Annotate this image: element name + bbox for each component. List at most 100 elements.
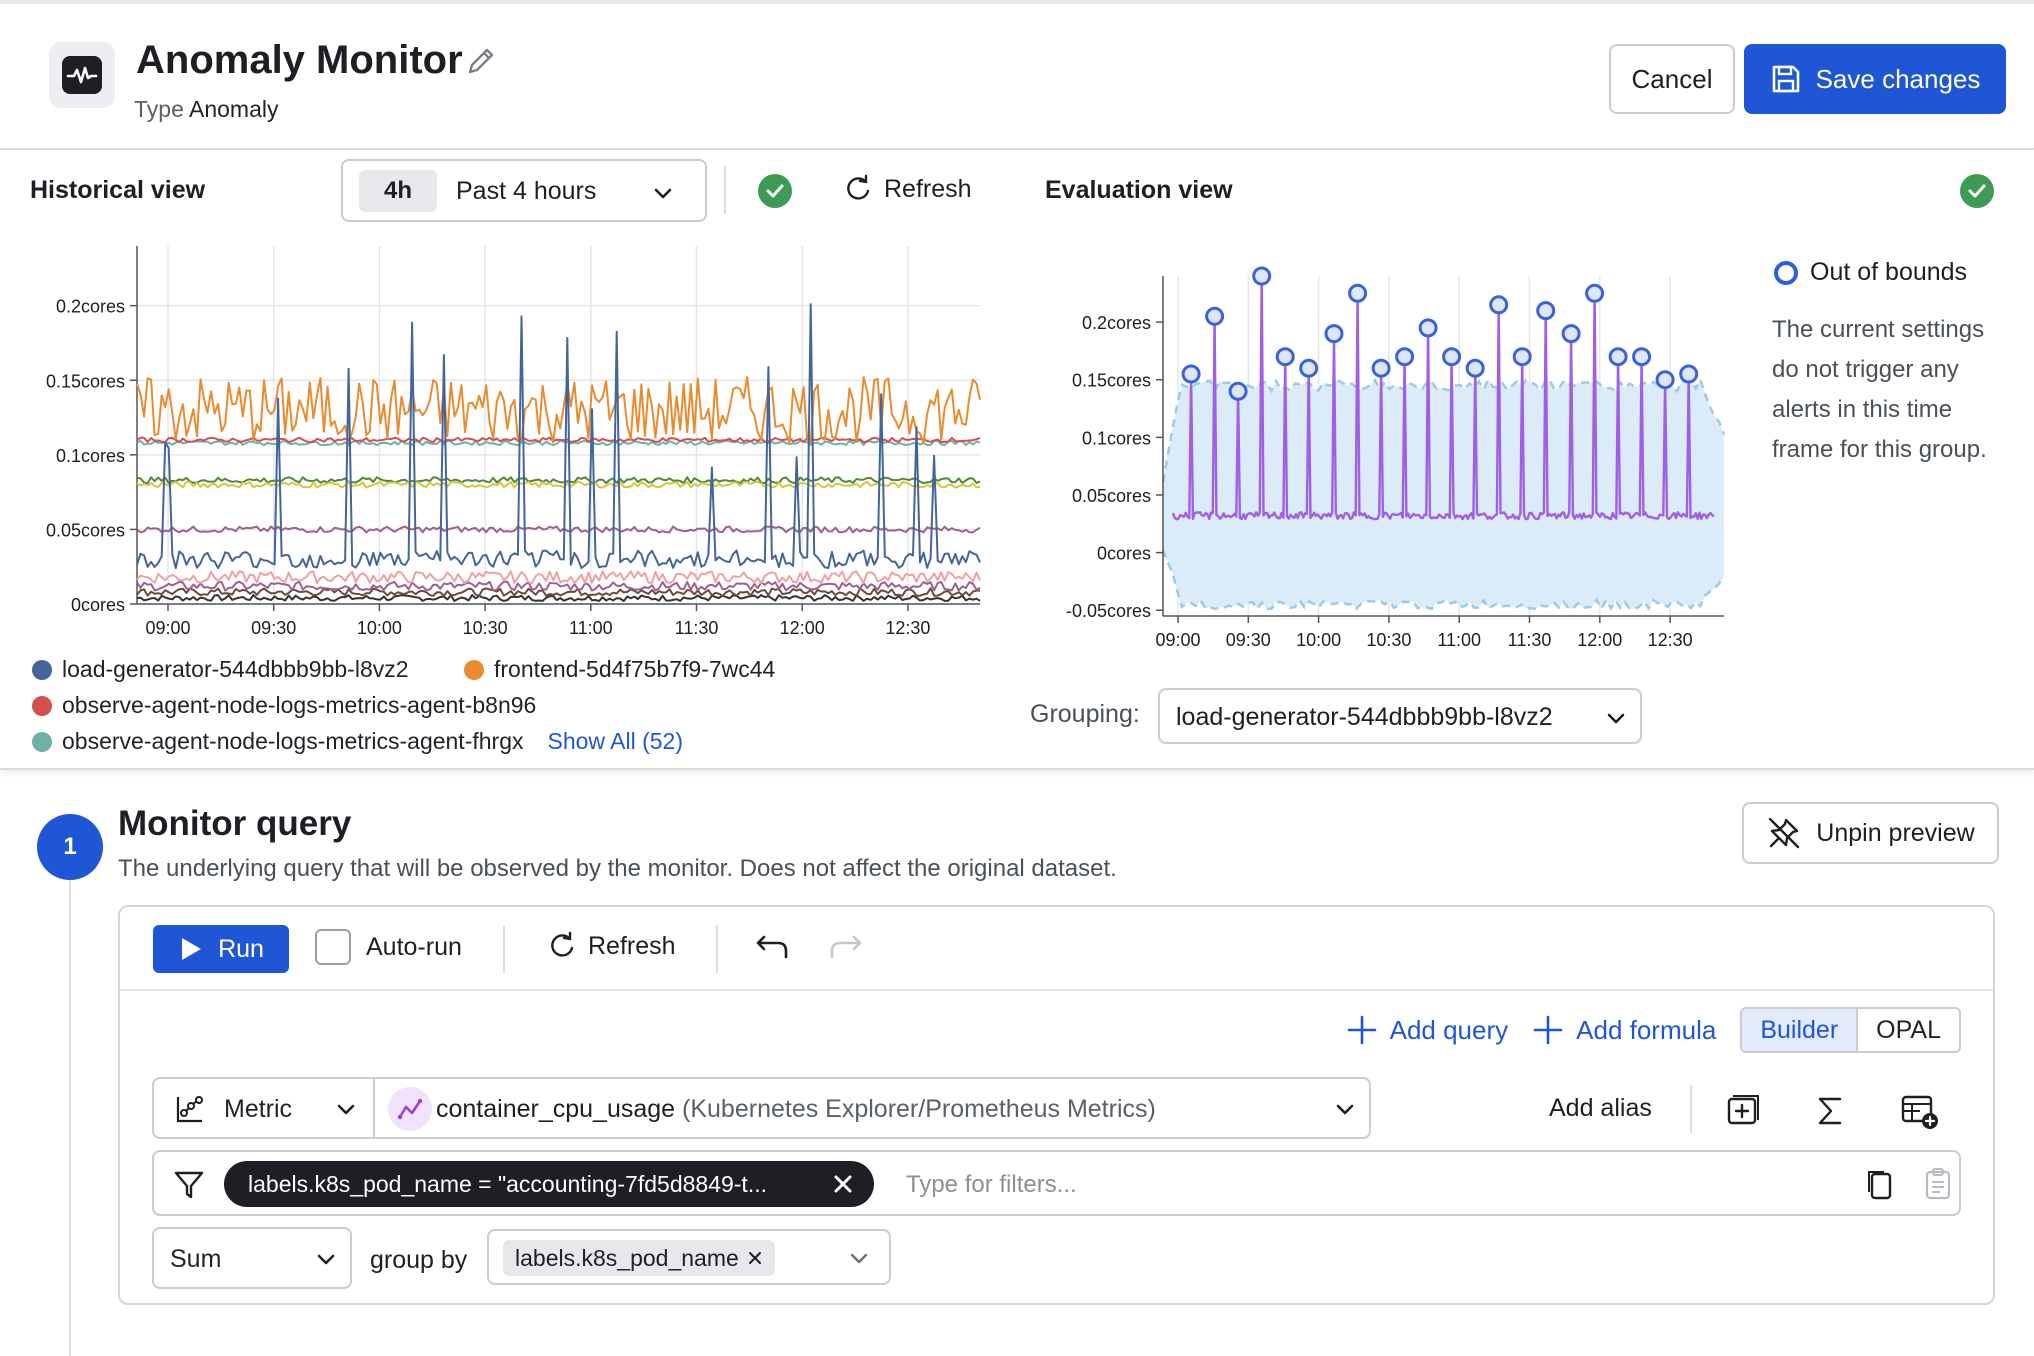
out-of-bounds-point — [1418, 318, 1438, 338]
out-of-bounds-point — [1585, 283, 1605, 303]
save-changes-button[interactable]: Save changes — [1744, 44, 2006, 114]
out-of-bounds-point — [1561, 324, 1581, 344]
legend-item[interactable]: observe-agent-node-logs-metrics-agent-b8… — [32, 692, 536, 719]
grouping-select[interactable]: load-generator-544dbbb9bb-l8vz2 — [1158, 688, 1642, 744]
toolbar-divider — [716, 925, 718, 973]
out-of-bounds-point — [1252, 266, 1272, 286]
x-tick-label: 11:30 — [1508, 630, 1552, 650]
x-tick-label: 12:30 — [1648, 630, 1693, 650]
unpin-icon — [1769, 817, 1800, 849]
legend-color-dot — [32, 659, 52, 680]
lower-bound-line — [1161, 549, 1725, 612]
undo-icon[interactable] — [754, 931, 790, 963]
x-tick-label: 09:30 — [1226, 630, 1271, 650]
out-of-bounds-point — [1205, 306, 1225, 326]
add-table-icon[interactable] — [1900, 1093, 1940, 1131]
series-line-minor — [136, 570, 981, 585]
group-by-select[interactable]: labels.k8s_pod_name — [487, 1229, 891, 1285]
monitor-query-title: Monitor query — [118, 804, 352, 843]
paste-clipboard-icon[interactable] — [1922, 1166, 1954, 1202]
evaluation-chart[interactable]: -0.05cores 0cores 0.05cores 0.1cores 0.15cor… — [1000, 236, 1740, 666]
chevron-down-icon — [317, 1254, 335, 1265]
legend-label: frontend-5d4f75b7f9-7wc44 — [494, 656, 776, 682]
historical-refresh-button[interactable]: Refresh — [844, 174, 972, 204]
out-of-bounds-point — [1512, 347, 1532, 367]
chevron-down-icon — [654, 188, 672, 199]
add-query-button[interactable]: Add query — [1346, 1014, 1508, 1046]
add-alias-button[interactable]: Add alias — [1549, 1094, 1652, 1122]
query-refresh-button[interactable]: Refresh — [548, 931, 676, 961]
legend-item[interactable]: load-generator-544dbbb9bb-l8vz2 — [32, 656, 409, 683]
x-tick-label: 11:30 — [675, 618, 719, 638]
out-of-bounds-point — [1489, 295, 1509, 315]
historical-view-label: Historical view — [30, 176, 206, 204]
sigma-aggregate-icon[interactable] — [1812, 1093, 1848, 1129]
out-of-bounds-legend: Out of bounds — [1774, 258, 1967, 287]
metric-type-select[interactable]: Metric — [154, 1079, 375, 1137]
x-tick-label: 09:00 — [145, 618, 190, 638]
out-of-bounds-point — [1324, 324, 1344, 344]
add-formula-label: Add formula — [1576, 1014, 1717, 1045]
series-line-minor — [136, 525, 981, 534]
monitor-type: Type Anomaly — [134, 96, 278, 123]
legend-item[interactable]: frontend-5d4f75b7f9-7wc44 — [464, 656, 775, 683]
metric-badge — [388, 1087, 432, 1131]
cancel-button[interactable]: Cancel — [1609, 44, 1735, 114]
query-mode-toggle: Builder OPAL — [1740, 1007, 1961, 1053]
show-all-link[interactable]: Show All (52) — [547, 728, 684, 754]
unpin-preview-button[interactable]: Unpin preview — [1742, 802, 1999, 864]
opal-mode-button[interactable]: OPAL — [1876, 1015, 1941, 1044]
auto-run-checkbox[interactable] — [315, 929, 351, 965]
filter-chip-label: labels.k8s_pod_name = "accounting-7fd5d8… — [248, 1170, 767, 1197]
close-icon[interactable] — [832, 1173, 854, 1195]
y-tick-label: 0.2cores — [1082, 313, 1151, 333]
time-range-label: Past 4 hours — [456, 177, 597, 205]
edit-title-pencil-icon[interactable] — [464, 44, 498, 78]
copy-icon[interactable] — [1864, 1168, 1896, 1202]
aggregation-value: Sum — [170, 1245, 222, 1273]
y-tick-label: 0.05cores — [1072, 486, 1151, 506]
group-by-value: labels.k8s_pod_name — [515, 1244, 739, 1271]
y-tick-label: 0.2cores — [56, 297, 125, 317]
series-line-frontend — [136, 376, 981, 445]
time-range-select[interactable]: 4h Past 4 hours — [341, 159, 707, 222]
toolbar-divider — [503, 925, 505, 973]
series-line-minor — [136, 476, 981, 485]
legend-label: load-generator-544dbbb9bb-l8vz2 — [62, 656, 409, 682]
out-of-bounds-point — [1632, 347, 1652, 367]
redo-icon[interactable] — [828, 931, 864, 963]
out-of-bounds-point — [1181, 364, 1201, 384]
out-of-bounds-marker-icon — [1774, 260, 1798, 285]
legend-color-dot — [32, 731, 52, 752]
expected-range-band — [1163, 379, 1724, 609]
out-of-bounds-point — [1536, 301, 1556, 321]
play-icon — [182, 938, 202, 960]
close-icon[interactable] — [747, 1250, 763, 1266]
out-of-bounds-point — [1395, 347, 1415, 367]
add-formula-button[interactable]: Add formula — [1532, 1014, 1716, 1046]
builder-mode-button[interactable]: Builder — [1742, 1009, 1859, 1051]
x-tick-label: 12:30 — [885, 618, 930, 638]
filter-input[interactable]: Type for filters... — [906, 1171, 1077, 1198]
metric-line — [1171, 274, 1715, 521]
plus-icon — [1347, 1015, 1376, 1045]
chevron-down-icon[interactable] — [1333, 1097, 1357, 1121]
type-value: Anomaly — [189, 96, 279, 122]
series-line-minor — [136, 587, 981, 597]
save-label: Save changes — [1815, 63, 1981, 94]
type-prefix: Type — [134, 96, 184, 122]
filter-chip[interactable]: labels.k8s_pod_name = "accounting-7fd5d8… — [224, 1161, 874, 1207]
filter-funnel-icon — [174, 1171, 204, 1199]
x-tick-label: 12:00 — [780, 618, 825, 638]
historical-chart[interactable]: 0cores 0.05cores 0.1cores 0.15cores 0.2cores… — [0, 236, 1000, 646]
legend-item[interactable]: observe-agent-node-logs-metrics-agent-fh… — [32, 728, 683, 755]
aggregation-select[interactable]: Sum — [152, 1227, 352, 1289]
run-button[interactable]: Run — [153, 925, 289, 973]
group-by-chip: labels.k8s_pod_name — [503, 1240, 775, 1276]
x-tick-label: 10:00 — [1296, 630, 1341, 650]
unpin-label: Unpin preview — [1816, 818, 1975, 847]
monitor-type-icon — [49, 42, 115, 108]
metric-name[interactable]: container_cpu_usage (Kubernetes Explorer… — [436, 1095, 1156, 1124]
add-function-icon[interactable] — [1725, 1093, 1761, 1129]
metric-line-icon — [397, 1098, 423, 1120]
